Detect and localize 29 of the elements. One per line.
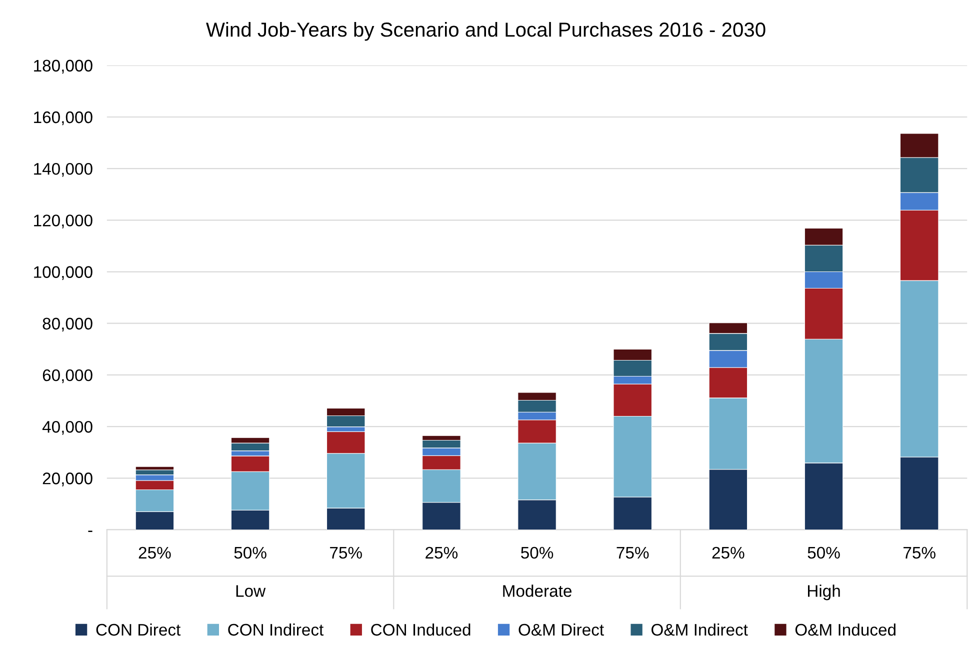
y-tick-label: 120,000 [34,214,92,228]
x-tick-label: 50% [808,546,840,559]
y-tick-label: 180,000 [34,60,92,74]
y-tick-label: 20,000 [42,472,92,486]
legend-label: O&M Induced [795,623,896,636]
chart-title: Wind Job-Years by Scenario and Local Purchases 2016 - 2030 [206,22,766,41]
text: Low [236,585,266,597]
x-tick-label: 25% [712,546,744,559]
legend-label: CON Indirect [228,623,324,636]
y-tick-label: 160,000 [34,111,92,126]
legend-label: CON Direct [96,623,181,636]
legend-label: O&M Indirect [652,623,748,636]
legend-label: CON Induced [371,623,470,636]
y-tick-label: 140,000 [34,162,92,177]
x-tick-label: 75% [904,546,936,559]
legend-label: O&M Direct [518,623,604,636]
y-tick-label: 100,000 [34,266,92,280]
y-tick-label: 60,000 [42,369,92,384]
y-tick-label: 40,000 [42,420,92,435]
x-tick-label: 50% [521,546,554,559]
text: Moderate [503,584,572,597]
y-tick-label: 80,000 [42,318,92,332]
x-tick-label: 75% [330,546,362,559]
x-tick-label: 75% [616,546,649,559]
text: High [808,584,840,600]
x-tick-label: 50% [234,546,266,559]
x-tick-label: 25% [426,546,458,559]
x-tick-label: 25% [138,546,171,559]
y-tick-label: - [88,530,92,532]
